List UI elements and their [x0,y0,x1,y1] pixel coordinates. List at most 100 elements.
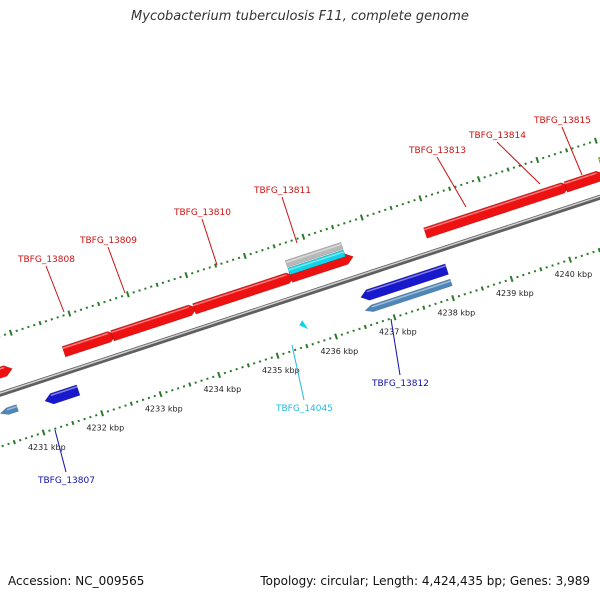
rna-feature [0,404,19,415]
upper-tick [301,233,306,240]
upper-tick [155,282,159,287]
lower-tick [586,252,589,256]
lower-tick [77,419,80,423]
lower-tick [352,329,355,333]
lower-tick [299,346,303,350]
lower-tick [498,281,502,285]
gene-label: TBFG_13808 [17,255,75,265]
lower-tick [392,314,397,321]
upper-tick [8,329,13,336]
upper-tick [454,185,457,189]
upper-tick [378,210,381,214]
upper-tick [553,152,557,156]
lower-tick [7,442,10,446]
upper-tick [161,281,165,285]
lower-tick [480,286,484,291]
upper-tick [500,170,504,173]
lower-tick [492,283,496,286]
lower-tick [188,382,192,387]
lower-tick [264,358,268,361]
rna-feature [364,278,453,312]
upper-tick [214,263,218,268]
gene-label: TBFG_14045 [275,404,333,414]
lower-tick [445,298,449,302]
upper-tick [359,214,364,221]
lower-tick [235,367,238,371]
upper-tick [261,248,264,252]
upper-tick [173,277,176,281]
upper-tick [535,156,540,164]
upper-tick [73,310,77,313]
upper-tick [530,160,533,164]
lower-tick [65,423,69,427]
upper-tick [512,166,516,169]
feature-highlight [285,243,342,264]
backbone-line [0,194,600,397]
upper-tick [278,243,282,246]
upper-tick [242,252,247,260]
kbp-label: 4240 kbp [554,270,592,279]
lower-tick [574,256,578,260]
feature-highlight [564,172,597,185]
lower-tick [486,285,490,288]
gene-label: TBFG_13807 [37,476,95,486]
upper-tick [91,304,95,308]
lower-tick [451,294,455,302]
upper-tick [476,175,481,183]
gene-label: TBFG_13813 [408,146,466,156]
upper-tick [272,244,276,249]
upper-tick [109,298,112,302]
lower-tick [340,333,344,336]
upper-tick [103,300,106,304]
gene-leader-line [390,318,401,376]
lower-tick [252,362,256,365]
upper-tick [448,186,452,191]
upper-tick [372,212,375,215]
lower-tick [12,439,16,445]
lower-tick [194,381,197,384]
lower-tick [211,375,215,379]
lower-tick [434,302,437,306]
lower-tick [94,413,98,417]
upper-tick [518,164,522,167]
reverse-cds-feature [44,384,81,405]
upper-tick [208,266,212,269]
upper-tick [144,287,147,290]
upper-tick [565,148,569,153]
upper-tick [366,214,369,217]
lower-tick [381,319,385,323]
feature-highlight [366,265,446,293]
upper-tick [62,314,65,317]
lower-tick [516,275,519,279]
upper-tick [460,183,463,187]
lower-tick [59,425,63,429]
lower-tick [206,377,209,381]
upper-tick [582,143,586,146]
upper-tick [284,241,288,244]
upper-tick [97,301,101,307]
lower-tick [89,415,92,419]
upper-tick [149,285,153,288]
feature-highlight [423,183,562,231]
lower-tick [223,371,227,375]
upper-tick [114,296,118,300]
upper-tick [541,156,545,160]
upper-tick [506,167,510,172]
upper-tick [21,327,24,331]
lower-tick [24,437,28,440]
upper-tick [547,154,551,158]
rna-feature-small [299,320,309,330]
lower-tick [158,390,163,398]
upper-tick [395,204,399,208]
upper-tick [401,202,405,206]
feature-highlight [6,405,18,411]
upper-tick [220,262,223,265]
feature-layer [0,156,600,415]
lower-tick [36,433,40,436]
lower-tick [568,256,572,263]
gene-label: TBFG_13814 [468,131,526,141]
lower-tick [522,273,525,277]
lower-tick [387,317,391,321]
upper-tick [179,275,182,279]
